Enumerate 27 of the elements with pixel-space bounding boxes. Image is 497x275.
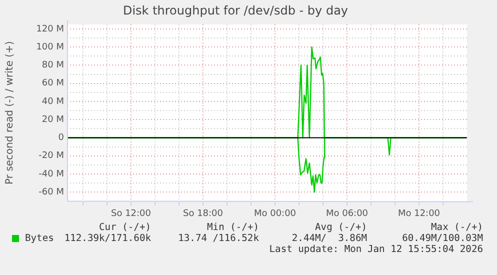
- chart-title: Disk throughput for /dev/sdb - by day: [122, 3, 348, 18]
- x-tick-label: Mo 00:00: [254, 208, 296, 219]
- y-axis-title: Pr second read (-) / write (+): [4, 41, 16, 184]
- x-tick-label: So 18:00: [182, 208, 224, 219]
- y-tick-label: 0: [58, 133, 64, 144]
- text: Cur (-/+): [99, 222, 151, 233]
- y-tick-label: -40 M: [38, 169, 64, 180]
- y-tick-label: 100 M: [36, 42, 64, 52]
- x-tick-label: Mo 12:00: [398, 208, 440, 219]
- legend-label: Bytes: [25, 233, 54, 244]
- text: 2.44M/ 3.86M: [292, 233, 367, 244]
- x-tick-label: So 12:00: [110, 208, 152, 219]
- y-tick-label: -20 M: [38, 151, 64, 162]
- text: 13.74 /116.52k: [178, 233, 259, 244]
- y-tick-label: 120 M: [36, 24, 64, 34]
- y-tick-label: 20 M: [42, 114, 64, 125]
- text: Avg (-/+): [315, 222, 367, 233]
- y-tick-label: -60 M: [38, 187, 64, 198]
- text: Last update: Mon Jan 12 15:55:04 2026: [269, 244, 483, 255]
- text: 112.39k/171.60k: [64, 233, 151, 244]
- text: Max (-/+): [431, 222, 483, 233]
- x-tick-label: Mo 06:00: [326, 208, 368, 219]
- y-tick-label: 60 M: [42, 78, 64, 89]
- y-tick-label: 40 M: [42, 96, 64, 107]
- text: 60.49M/100.03M: [402, 233, 483, 244]
- y-tick-label: 80 M: [42, 60, 64, 71]
- text: Min (-/+): [207, 222, 259, 233]
